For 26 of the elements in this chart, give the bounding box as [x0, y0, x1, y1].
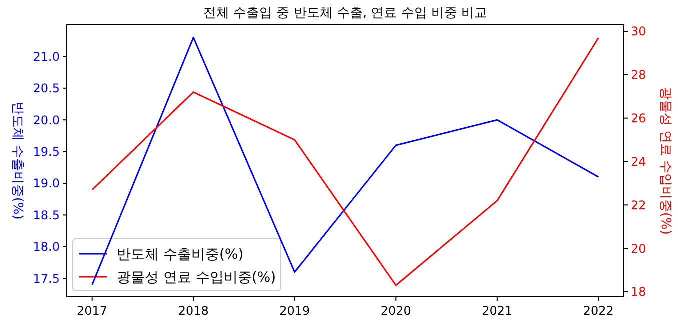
- chart-title: 전체 수출입 중 반도체 수출, 연료 수입 비중 비교: [203, 6, 488, 21]
- y2-tick-label: 20: [631, 242, 646, 256]
- x-tick-label: 2021: [482, 304, 513, 318]
- y2-axis-title: 광물성 연료 수입비중(%): [658, 87, 673, 235]
- y-tick-label: 17.5: [33, 272, 60, 286]
- y2-tick-label: 26: [631, 112, 646, 126]
- x-tick-label: 2019: [280, 304, 310, 318]
- legend-label: 반도체 수출비중(%): [117, 246, 244, 263]
- y-tick-label: 18.5: [33, 208, 60, 222]
- legend-label: 광물성 연료 수입비중(%): [117, 270, 276, 286]
- y-tick-label: 18.0: [33, 240, 60, 254]
- y-tick-label: 21.0: [33, 50, 60, 64]
- y2-tick-label: 18: [631, 285, 646, 300]
- y2-tick-label: 28: [631, 68, 646, 82]
- x-tick-label: 2020: [380, 304, 412, 318]
- y-tick-label: 19.5: [33, 145, 60, 160]
- y-axis-title: 반도체 수출비중(%): [10, 102, 25, 220]
- x-tick-label: 2022: [583, 304, 614, 318]
- y-tick-label: 19.0: [33, 176, 60, 191]
- y-tick-label: 20.0: [33, 113, 60, 128]
- y-tick-label: 20.5: [33, 82, 60, 96]
- x-tick-label: 2017: [77, 304, 108, 318]
- y2-tick-label: 30: [631, 24, 646, 39]
- x-tick-label: 2018: [178, 304, 209, 318]
- y2-tick-label: 24: [631, 154, 646, 169]
- y2-tick-label: 22: [631, 198, 646, 212]
